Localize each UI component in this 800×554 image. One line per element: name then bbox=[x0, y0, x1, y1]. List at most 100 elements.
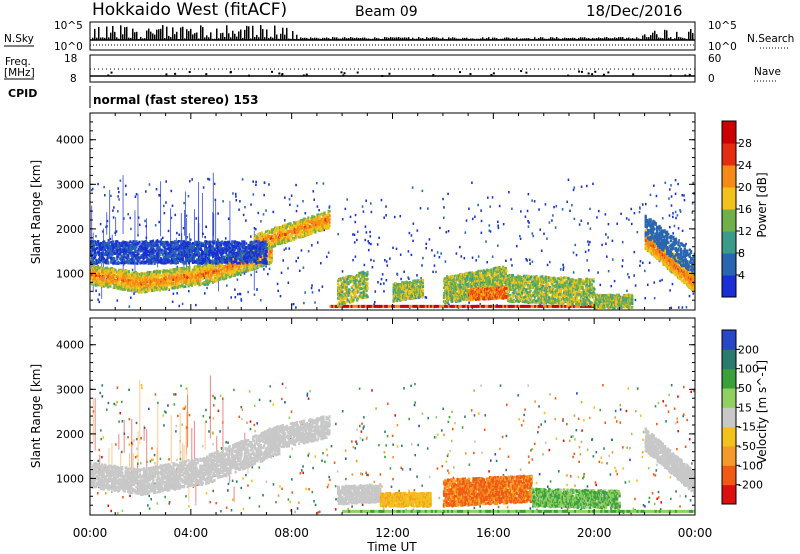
power-sparse-point bbox=[526, 259, 528, 262]
power-sparse-point bbox=[280, 271, 283, 274]
noise-bar bbox=[488, 37, 490, 40]
power-sparse-point bbox=[187, 289, 190, 293]
power-cell bbox=[114, 251, 117, 255]
power-sparse-point bbox=[174, 213, 177, 217]
noise-bar bbox=[364, 37, 366, 40]
power-cell bbox=[95, 274, 98, 277]
power-cell bbox=[140, 278, 143, 281]
power-cell bbox=[124, 246, 127, 249]
noise-bar bbox=[626, 37, 628, 40]
power-cell bbox=[118, 272, 121, 275]
power-sparse-point bbox=[653, 184, 655, 187]
noise-bar bbox=[578, 37, 580, 40]
power-cell bbox=[201, 282, 204, 285]
power-sparse-point bbox=[639, 260, 642, 263]
noise-bar bbox=[106, 26, 108, 40]
power-streak bbox=[193, 209, 195, 259]
power-sparse-point bbox=[188, 180, 191, 183]
noise-bar bbox=[306, 37, 308, 40]
power-sparse-point bbox=[416, 274, 418, 277]
power-cell bbox=[103, 240, 106, 244]
power-cell bbox=[177, 247, 180, 251]
power-cell bbox=[185, 278, 188, 282]
power-sparse-point bbox=[242, 213, 245, 217]
power-cell bbox=[169, 253, 172, 256]
noise-bar bbox=[666, 30, 668, 40]
power-cell bbox=[215, 274, 218, 278]
noise-bar bbox=[282, 27, 284, 40]
power-sparse-point bbox=[208, 178, 211, 181]
power-sparse-point bbox=[296, 204, 299, 208]
power-sparse-point bbox=[300, 249, 303, 252]
noise-bar bbox=[408, 37, 410, 40]
power-cell bbox=[123, 275, 126, 278]
noise-bar bbox=[564, 37, 566, 40]
power-sparse-point bbox=[154, 224, 157, 227]
power-sparse-point bbox=[519, 237, 522, 241]
power-sparse-point bbox=[460, 255, 463, 258]
noise-bar bbox=[384, 37, 386, 40]
power-cell bbox=[91, 253, 94, 257]
noise-bar bbox=[620, 37, 622, 40]
noise-bar bbox=[670, 37, 672, 40]
power-streak bbox=[109, 189, 111, 256]
power-sparse-point bbox=[422, 256, 424, 260]
power-cell bbox=[109, 244, 112, 248]
power-cell bbox=[127, 254, 130, 258]
power-cell bbox=[138, 258, 141, 261]
power-sparse-point bbox=[604, 213, 607, 216]
power-cell bbox=[169, 244, 172, 248]
power-sparse-point bbox=[311, 291, 314, 294]
power-cell bbox=[127, 285, 131, 289]
power-cell bbox=[181, 242, 184, 246]
power-sparse-point bbox=[636, 230, 639, 234]
power-sparse-point bbox=[599, 283, 602, 287]
power-cell bbox=[205, 272, 208, 275]
power-sparse-point bbox=[597, 271, 599, 274]
power-cell bbox=[164, 276, 167, 280]
noise-bar bbox=[394, 37, 396, 40]
power-cell bbox=[190, 284, 194, 287]
power-sparse-point bbox=[310, 286, 313, 290]
noise-bar bbox=[570, 38, 572, 40]
freq-point bbox=[356, 71, 359, 74]
power-cell bbox=[119, 252, 122, 256]
power-streak bbox=[184, 209, 186, 236]
power-sparse-point bbox=[105, 225, 107, 229]
power-cell bbox=[183, 274, 186, 277]
power-sparse-point bbox=[115, 230, 118, 233]
power-sparse-point bbox=[539, 228, 542, 231]
power-cell bbox=[175, 271, 178, 274]
power-sparse-point bbox=[410, 234, 413, 237]
power-cell bbox=[175, 253, 178, 257]
power-sparse-point bbox=[474, 215, 476, 218]
power-cell bbox=[101, 244, 104, 247]
power-sparse-point bbox=[101, 230, 104, 233]
power-cell bbox=[140, 274, 143, 277]
power-cell bbox=[256, 265, 259, 268]
freq-point bbox=[281, 74, 284, 77]
power-sparse-point bbox=[107, 239, 110, 242]
power-cell bbox=[327, 212, 330, 215]
power-sparse-point bbox=[439, 226, 441, 230]
power-cell bbox=[171, 244, 174, 247]
power-cell bbox=[186, 274, 189, 277]
power-cell bbox=[112, 267, 115, 271]
noise-bar bbox=[356, 37, 358, 40]
power-cell bbox=[217, 278, 220, 281]
power-cell bbox=[232, 266, 235, 270]
power-sparse-point bbox=[362, 210, 365, 213]
noise-bar bbox=[234, 33, 236, 40]
noise-bar bbox=[540, 37, 542, 40]
power-sparse-point bbox=[627, 273, 629, 276]
power-cell bbox=[158, 250, 161, 254]
freq-tick-top: 18 bbox=[64, 53, 77, 65]
power-sparse-point bbox=[341, 218, 344, 221]
noise-bar bbox=[170, 37, 172, 40]
power-cell bbox=[129, 287, 132, 290]
power-cell bbox=[174, 261, 177, 265]
power-cell bbox=[99, 266, 102, 269]
power-sparse-point bbox=[685, 306, 688, 309]
power-cell bbox=[181, 279, 184, 282]
power-cell bbox=[142, 282, 146, 286]
